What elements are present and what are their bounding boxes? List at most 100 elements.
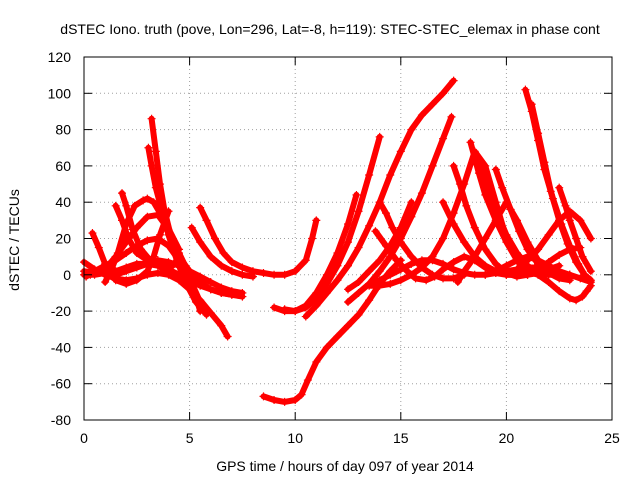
data-point	[312, 357, 321, 366]
data-point	[481, 176, 490, 185]
data-point	[122, 249, 131, 258]
data-point	[312, 216, 321, 225]
data-point	[147, 114, 156, 123]
data-point	[303, 376, 312, 385]
data-point	[143, 194, 152, 203]
data-point	[565, 276, 574, 285]
data-point	[375, 198, 384, 207]
data-point	[449, 274, 458, 283]
data-point	[481, 270, 490, 279]
data-point	[382, 241, 391, 250]
data-point	[578, 292, 587, 301]
y-tick-label: 120	[48, 49, 72, 65]
data-point	[474, 154, 483, 163]
x-axis-label: GPS time / hours of day 097 of year 2014	[216, 458, 474, 474]
data-point	[354, 310, 363, 319]
data-point	[375, 267, 384, 276]
data-point	[502, 270, 511, 279]
x-tick-label: 20	[499, 430, 515, 446]
data-point	[565, 216, 574, 225]
data-point	[333, 261, 342, 270]
data-point	[301, 312, 310, 321]
data-point	[270, 303, 279, 312]
data-point	[582, 287, 591, 296]
data-point	[386, 279, 395, 288]
data-point	[386, 170, 395, 179]
data-point	[223, 332, 232, 341]
x-tick-label: 5	[186, 430, 194, 446]
data-point	[375, 132, 384, 141]
series-track	[281, 133, 383, 315]
data-point	[491, 205, 500, 214]
data-point	[407, 125, 416, 134]
data-point	[137, 245, 146, 254]
data-point	[202, 310, 211, 319]
data-point	[546, 187, 555, 196]
data-point	[491, 165, 500, 174]
data-point	[586, 267, 595, 276]
data-point	[439, 234, 448, 243]
series-10	[144, 143, 211, 319]
data-point	[344, 219, 352, 228]
data-point	[449, 76, 458, 85]
data-series	[80, 76, 595, 406]
data-point	[107, 265, 116, 274]
data-point	[101, 278, 110, 287]
data-point	[132, 249, 141, 258]
data-point	[322, 288, 331, 297]
data-point	[449, 219, 458, 228]
data-point	[572, 234, 581, 243]
data-point	[481, 234, 490, 243]
data-point	[122, 201, 131, 210]
data-point	[270, 270, 279, 279]
data-point	[259, 268, 268, 277]
data-point	[248, 267, 257, 276]
data-point	[534, 259, 543, 268]
data-point	[365, 170, 374, 179]
data-point	[439, 198, 448, 207]
data-point	[227, 267, 236, 276]
data-point	[407, 198, 416, 207]
series-35	[555, 183, 595, 276]
y-tick-label: -60	[51, 376, 71, 392]
data-point	[407, 259, 416, 268]
data-point	[371, 227, 380, 236]
data-point	[382, 209, 391, 218]
data-point	[88, 229, 97, 238]
axis-ticks: -80 -60 -40 -20 0 20 40 60 80 100 120 0 5 10 15 20 25	[48, 49, 620, 446]
data-point	[481, 245, 490, 254]
data-point	[422, 276, 431, 285]
data-point	[481, 261, 490, 270]
data-point	[238, 270, 247, 279]
data-point	[555, 250, 564, 259]
data-point	[144, 143, 153, 152]
series-track	[89, 208, 172, 287]
data-point	[217, 288, 226, 297]
y-tick-label: 80	[55, 122, 71, 138]
data-point	[160, 205, 169, 214]
data-point	[227, 258, 236, 267]
data-point	[122, 267, 131, 276]
data-point	[466, 138, 475, 147]
data-point	[297, 390, 306, 399]
data-point	[259, 392, 268, 401]
data-point	[210, 234, 219, 243]
data-point	[491, 267, 500, 276]
data-point	[555, 274, 564, 283]
data-point	[166, 230, 175, 239]
data-point	[428, 270, 437, 279]
data-point	[196, 238, 205, 247]
data-point	[168, 261, 177, 270]
y-tick-label: 0	[63, 267, 71, 283]
data-point	[196, 203, 205, 212]
data-point	[502, 230, 511, 239]
data-point	[291, 307, 300, 316]
data-point	[439, 89, 448, 98]
data-point	[354, 207, 363, 216]
data-point	[206, 252, 215, 261]
data-point	[291, 396, 300, 405]
data-point	[462, 201, 471, 210]
data-point	[130, 201, 139, 210]
data-point	[455, 180, 464, 189]
data-point	[417, 263, 426, 272]
